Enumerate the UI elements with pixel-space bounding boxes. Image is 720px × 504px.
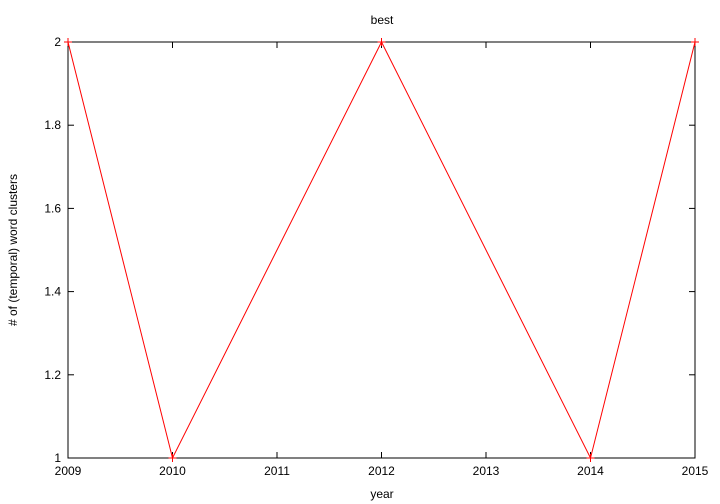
x-tick-label: 2009 — [55, 464, 82, 478]
series-layer — [64, 38, 699, 462]
data-point — [691, 38, 699, 46]
x-axis-label: year — [370, 487, 393, 501]
plot-frame — [67, 41, 696, 459]
data-point — [377, 38, 386, 46]
y-tick-label: 2 — [54, 35, 61, 49]
y-axis-label: # of (temporal) word clusters — [6, 174, 20, 326]
y-axis: 1 1.2 1.4 1.6 1.8 2 — [44, 35, 695, 465]
y-tick-label: 1.8 — [44, 118, 61, 132]
data-point — [64, 38, 72, 46]
y-tick-label: 1.6 — [44, 201, 61, 215]
data-point — [586, 454, 595, 462]
y-tick-label: 1.4 — [44, 285, 61, 299]
chart-title: best — [371, 13, 394, 27]
x-tick-label: 2010 — [159, 464, 186, 478]
x-axis: 2009 2010 2011 2012 2013 2014 2015 — [55, 42, 709, 478]
data-point — [168, 454, 177, 462]
x-tick-label: 2012 — [368, 464, 395, 478]
series-line — [67, 40, 696, 460]
x-tick-label: 2011 — [264, 464, 290, 478]
x-tick-label: 2015 — [682, 464, 709, 478]
y-tick-label: 1 — [54, 451, 61, 465]
x-tick-label: 2014 — [577, 464, 604, 478]
x-tick-label: 2013 — [473, 464, 500, 478]
y-tick-label: 1.2 — [44, 368, 61, 382]
